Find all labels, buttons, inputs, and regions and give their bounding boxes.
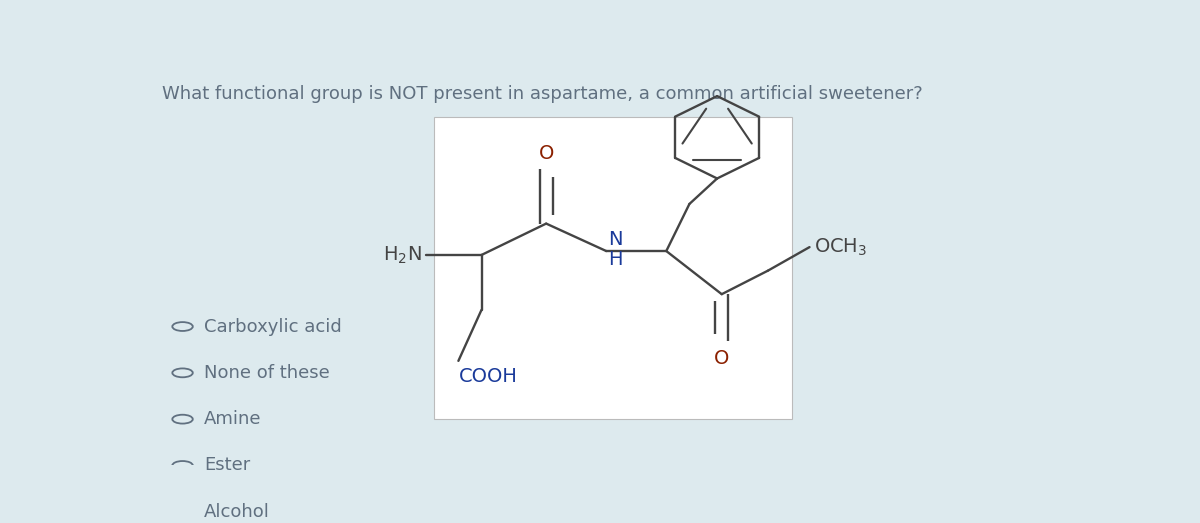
Text: Amine: Amine: [204, 410, 262, 428]
Text: OCH$_3$: OCH$_3$: [814, 236, 868, 258]
Text: N: N: [608, 230, 623, 249]
Text: Carboxylic acid: Carboxylic acid: [204, 317, 342, 336]
Text: None of these: None of these: [204, 364, 330, 382]
Text: What functional group is NOT present in aspartame, a common artificial sweetener: What functional group is NOT present in …: [162, 85, 923, 103]
Text: O: O: [539, 144, 554, 163]
Text: Ester: Ester: [204, 457, 250, 474]
Text: Alcohol: Alcohol: [204, 503, 270, 521]
Text: H: H: [608, 249, 623, 269]
FancyBboxPatch shape: [433, 117, 792, 419]
Text: H$_2$N: H$_2$N: [383, 244, 421, 266]
Text: O: O: [714, 349, 730, 368]
Text: COOH: COOH: [458, 367, 517, 386]
